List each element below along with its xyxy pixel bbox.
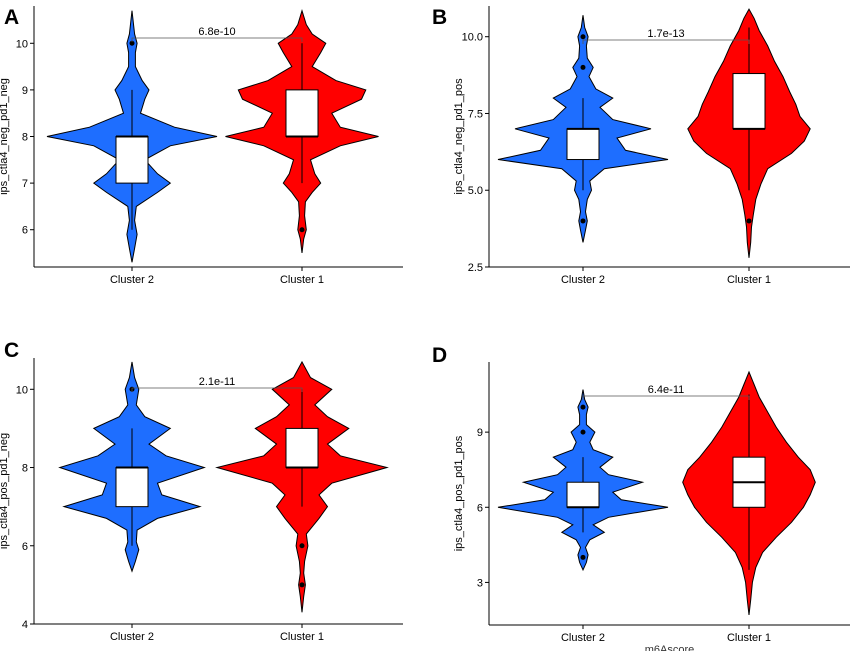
panel-c: C Cluster 2 Cluster 1 4 6 8 10 ips_ctla4_pos_pd… bbox=[0, 339, 403, 643]
x-axis-label: m6Ascore bbox=[645, 644, 695, 651]
violin-group bbox=[497, 389, 669, 572]
violin-group bbox=[497, 15, 669, 243]
outlier-point bbox=[580, 64, 586, 70]
box-iqr bbox=[285, 427, 319, 469]
outlier-point bbox=[299, 582, 305, 588]
outlier-point bbox=[580, 429, 586, 435]
x-tick-label: Cluster 2 bbox=[561, 274, 605, 286]
panel-letter: B bbox=[432, 6, 447, 29]
y-tick-label: 10.0 bbox=[462, 32, 483, 44]
y-tick-label: 4 bbox=[22, 619, 28, 631]
y-tick-label: 2.5 bbox=[468, 262, 483, 274]
significance-bracket bbox=[131, 37, 303, 42]
box-iqr bbox=[285, 89, 319, 138]
box-iqr bbox=[566, 481, 600, 508]
outlier-point bbox=[580, 404, 586, 410]
box-iqr bbox=[732, 73, 766, 130]
y-tick-label: 6 bbox=[477, 502, 483, 514]
x-tick-label: Cluster 1 bbox=[727, 274, 771, 286]
y-tick-label: 10 bbox=[16, 38, 28, 50]
outlier-point bbox=[299, 227, 305, 233]
violin-group bbox=[682, 370, 816, 616]
x-tick-label: Cluster 1 bbox=[727, 632, 771, 644]
y-tick-label: 9 bbox=[477, 427, 483, 439]
y-tick-label: 3 bbox=[477, 577, 483, 589]
x-tick-label: Cluster 1 bbox=[280, 631, 324, 643]
outlier-point bbox=[746, 218, 752, 224]
p-value-label: 6.8e-10 bbox=[198, 26, 235, 38]
panel-letter: A bbox=[4, 6, 19, 29]
y-tick-label: 6 bbox=[22, 225, 28, 237]
x-tick-label: Cluster 2 bbox=[561, 632, 605, 644]
y-tick-label: 9 bbox=[22, 85, 28, 97]
p-value-label: 2.1e-11 bbox=[199, 376, 236, 388]
significance-bracket bbox=[582, 39, 750, 44]
outlier-point bbox=[580, 34, 586, 40]
y-tick-label: 10 bbox=[16, 384, 28, 396]
y-tick-label: 7.5 bbox=[468, 108, 483, 120]
box-iqr bbox=[566, 128, 600, 161]
outlier-point bbox=[580, 218, 586, 224]
y-tick-label: 8 bbox=[22, 132, 28, 144]
panel-a: A Cluster 2 Cluster 1 6 7 8 9 10 ips_ctla4_neg_p… bbox=[0, 6, 403, 286]
violin-group bbox=[46, 10, 218, 263]
panel-b: B Cluster 2 Cluster 1 2.5 5.0 7.5 10.0 ips_ctla… bbox=[432, 6, 850, 286]
x-tick-label: Cluster 1 bbox=[280, 274, 324, 286]
significance-bracket bbox=[131, 387, 303, 392]
x-tick-label: Cluster 2 bbox=[110, 631, 154, 643]
panel-letter: C bbox=[4, 339, 19, 362]
outlier-point bbox=[299, 543, 305, 549]
x-tick-label: Cluster 2 bbox=[110, 274, 154, 286]
y-tick-label: 7 bbox=[22, 178, 28, 190]
y-tick-label: 6 bbox=[22, 541, 28, 553]
outlier-point bbox=[580, 554, 586, 560]
y-tick-label: 8 bbox=[22, 463, 28, 475]
panel-letter: D bbox=[432, 344, 447, 367]
p-value-label: 6.4e-11 bbox=[648, 384, 685, 396]
violin-group bbox=[687, 8, 811, 258]
box-iqr bbox=[115, 136, 149, 184]
y-axis-label: ips_ctla4_neg_pd1_neg bbox=[0, 78, 10, 195]
box-iqr bbox=[115, 467, 149, 508]
violin-group bbox=[215, 360, 389, 613]
violin-group bbox=[225, 8, 379, 254]
p-value-label: 1.7e-13 bbox=[647, 28, 684, 40]
y-axis-label: ips_ctla4_pos_pd1_neg bbox=[0, 433, 10, 549]
outlier-point bbox=[129, 40, 135, 46]
y-axis-label: ips_ctla4_neg_pd1_pos bbox=[453, 78, 465, 195]
violin-group bbox=[58, 361, 206, 573]
panel-d: D Cluster 2 Cluster 1 3 6 9 ips_ctla4_pos_pd1_… bbox=[432, 344, 850, 651]
y-axis-label: ips_ctla4_pos_pd1_pos bbox=[453, 435, 465, 551]
y-tick-label: 5.0 bbox=[468, 185, 483, 197]
significance-bracket bbox=[582, 395, 750, 400]
